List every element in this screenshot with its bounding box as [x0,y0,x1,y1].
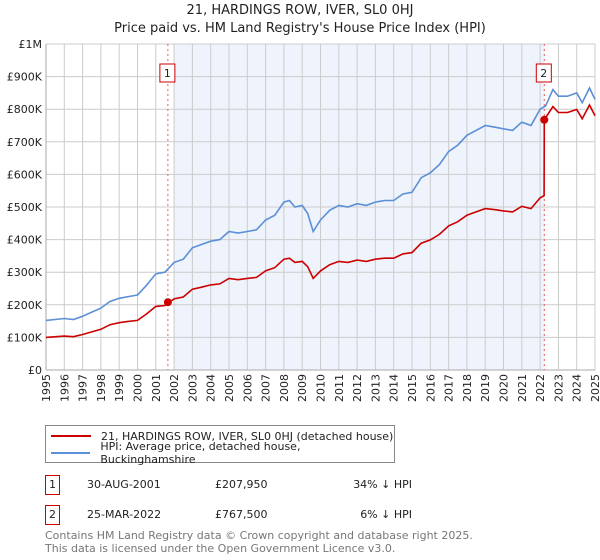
legend-swatch [51,435,91,437]
sale-label: 2 [540,67,547,80]
sale-label-box [535,63,552,83]
sale-row-1: 1 30-AUG-2001 £207,950 34% ↓ HPI [45,475,445,495]
x-tick-label: 1995 [40,374,53,402]
x-tick-label: 2018 [461,374,474,402]
x-tick-label: 2024 [571,374,584,402]
x-tick-label: 2006 [241,374,254,402]
x-tick-label: 1998 [95,374,108,402]
x-tick-label: 2004 [205,374,218,402]
y-tick-label: £1M [19,38,43,51]
x-tick-label: 2010 [315,374,328,402]
x-tick-label: 2002 [168,374,181,402]
legend: 21, HARDINGS ROW, IVER, SL0 0HJ (detache… [45,425,395,466]
sale-point [163,298,172,307]
legend-item-hpi: HPI: Average price, detached house, Buck… [51,440,394,466]
sale-hpi: 6% ↓ HPI [360,508,412,521]
x-tick-label: 2015 [406,374,419,402]
footer-copyright: Contains HM Land Registry data © Crown c… [45,529,473,542]
y-tick-label: £400K [7,234,43,247]
x-tick-label: 2000 [132,374,145,402]
sale-badge: 2 [45,505,60,525]
x-tick-label: 2001 [150,374,163,402]
legend-label: 21, HARDINGS ROW, IVER, SL0 0HJ (detache… [101,429,394,443]
property-price-line [45,103,596,339]
x-tick-label: 2025 [589,374,600,402]
x-tick-label: 2019 [479,374,492,402]
x-tick-label: 2020 [498,374,511,402]
sale-point [540,115,549,124]
x-tick-label: 2009 [296,374,309,402]
y-tick-label: £500K [7,201,43,214]
x-tick-label: 2011 [333,374,346,402]
x-tick-label: 2021 [516,374,529,402]
y-tick-label: £700K [7,136,43,149]
x-tick-label: 2023 [552,374,565,402]
sale-badge: 1 [45,475,60,495]
x-tick-label: 1996 [58,374,71,402]
sale-date: 25-MAR-2022 [87,508,162,521]
x-tick-label: 1999 [113,374,126,402]
y-tick-label: £0 [28,364,42,377]
sale-label-box [159,63,176,83]
y-tick-label: £100K [7,331,43,344]
x-tick-label: 2012 [351,374,364,402]
plot-area: 1995 1996 1997 1998 1999 2000 2001 2002 2003 2004… [7,38,600,402]
y-tick-label: £600K [7,168,43,181]
x-tick-label: 2014 [388,374,401,402]
y-tick-label: £300K [7,266,43,279]
legend-label: HPI: Average price, detached house, Buck… [100,440,301,466]
x-tick-label: 2013 [369,374,382,402]
footer-licence: This data is licensed under the Open Gov… [45,542,396,555]
sale-date: 30-AUG-2001 [87,478,161,491]
legend-item-property: 21, HARDINGS ROW, IVER, SL0 0HJ (detache… [51,428,393,444]
x-tick-label: 2007 [260,374,273,402]
y-tick-label: £800K [7,103,43,116]
x-tick-label: 2022 [534,374,547,402]
chart-subtitle: Price paid vs. HM Land Registry's House … [114,21,486,36]
x-tick-label: 1997 [77,374,90,402]
legend-swatch [51,452,91,454]
y-tick-label: £900K [7,71,43,84]
x-tick-label: 2003 [186,374,199,402]
x-tick-label: 2008 [278,374,291,402]
sale-row-2: 2 25-MAR-2022 £767,500 6% ↓ HPI [45,505,445,525]
x-tick-label: 2017 [443,374,456,402]
x-tick-label: 2016 [424,374,437,402]
sale-price: £767,500 [215,508,268,521]
sale-label: 1 [164,67,171,80]
sale-price: £207,950 [215,478,268,491]
chart-title: 21, HARDINGS ROW, IVER, SL0 0HJ [186,3,414,18]
x-tick-label: 2005 [223,374,236,402]
sale-hpi: 34% ↓ HPI [353,478,412,491]
y-tick-label: £200K [7,299,43,312]
hpi-line [45,86,596,322]
